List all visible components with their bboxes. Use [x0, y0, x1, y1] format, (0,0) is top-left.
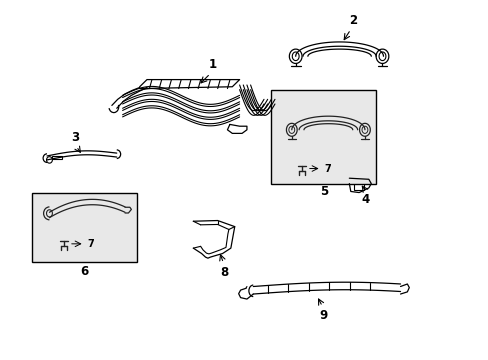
- Text: 4: 4: [361, 193, 369, 206]
- Text: 1: 1: [208, 58, 216, 71]
- Text: 5: 5: [319, 185, 327, 198]
- Text: 9: 9: [319, 309, 327, 322]
- Bar: [271, 90, 375, 184]
- Bar: [52, 156, 61, 159]
- Bar: [32, 193, 137, 262]
- Text: 2: 2: [348, 14, 356, 27]
- Text: 7: 7: [324, 163, 330, 174]
- Text: 6: 6: [80, 265, 88, 278]
- Text: 7: 7: [87, 239, 94, 249]
- Text: 3: 3: [71, 131, 79, 144]
- Bar: [353, 182, 363, 190]
- Text: 8: 8: [220, 266, 228, 279]
